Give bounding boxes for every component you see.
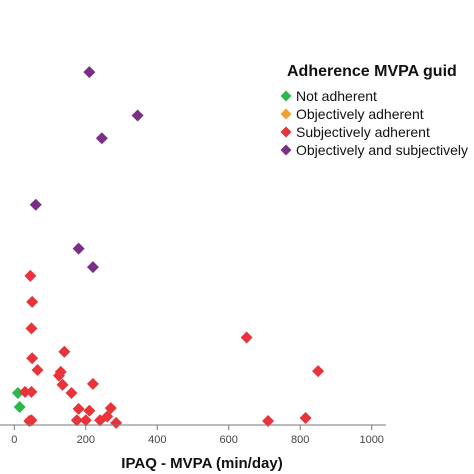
data-point xyxy=(95,132,108,145)
data-point xyxy=(26,295,39,308)
legend-label: Not adherent xyxy=(296,88,377,104)
data-point xyxy=(86,261,99,274)
legend-marker xyxy=(280,144,292,156)
data-point xyxy=(31,363,44,376)
legend-marker xyxy=(280,126,292,138)
data-point xyxy=(104,402,117,415)
x-tick-label: 400 xyxy=(148,434,166,446)
data-point xyxy=(26,352,39,365)
data-point xyxy=(240,331,253,344)
data-point xyxy=(262,414,275,427)
data-points xyxy=(11,66,325,429)
data-point xyxy=(25,322,38,335)
data-point xyxy=(72,242,85,255)
data-point xyxy=(13,400,26,413)
legend-marker xyxy=(280,108,292,120)
legend-label: Subjectively adherent xyxy=(296,124,430,140)
data-point xyxy=(79,414,92,427)
x-tick-label: 200 xyxy=(77,434,95,446)
legend-title: Adherence MVPA guid xyxy=(287,63,457,80)
data-point xyxy=(65,387,78,400)
x-tick-label: 0 xyxy=(11,434,17,446)
data-point xyxy=(110,416,123,429)
data-point xyxy=(52,369,65,382)
x-tick-label: 1000 xyxy=(359,434,383,446)
data-point xyxy=(19,385,32,398)
legend-label: Objectively adherent xyxy=(296,106,424,122)
x-tick-label: 800 xyxy=(291,434,309,446)
data-point xyxy=(86,377,99,390)
legend: Not adherent Objectively adherent Subjecti… xyxy=(280,88,468,158)
x-tick-label: 600 xyxy=(220,434,238,446)
data-point xyxy=(131,109,144,122)
data-point xyxy=(83,66,96,79)
legend-label: Objectively and subjectively xyxy=(296,142,468,158)
data-point xyxy=(24,269,37,282)
data-point xyxy=(23,414,36,427)
x-axis-ticks: 0 200 400 600 800 1000 xyxy=(11,425,384,446)
data-point xyxy=(58,345,71,358)
x-axis-title: IPAQ - MVPA (min/day) xyxy=(121,455,282,472)
data-point xyxy=(25,385,38,398)
data-point xyxy=(11,387,24,400)
data-point xyxy=(312,365,325,378)
legend-marker xyxy=(280,90,292,102)
data-point xyxy=(56,378,69,391)
data-point xyxy=(70,414,83,427)
data-point xyxy=(83,404,96,417)
data-point xyxy=(299,411,312,424)
data-point xyxy=(72,402,85,415)
data-point xyxy=(29,198,42,211)
